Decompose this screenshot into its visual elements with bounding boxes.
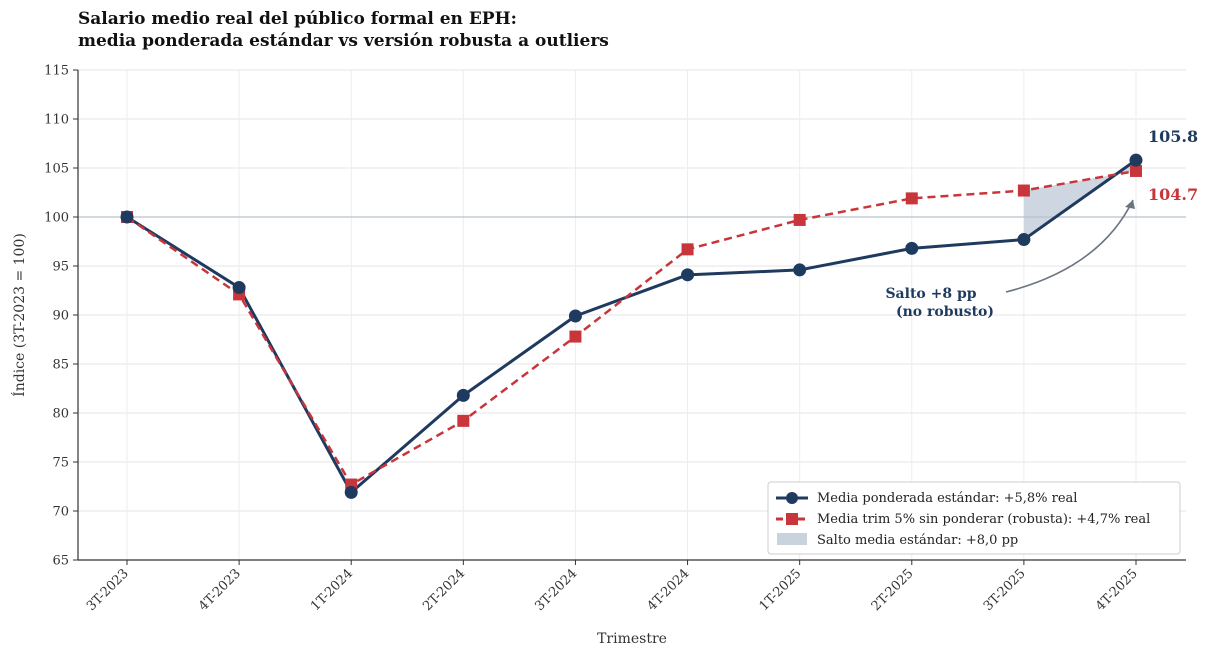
y-tick-label: 85 bbox=[52, 358, 69, 373]
legend: Media ponderada estándar: +5,8% real Med… bbox=[767, 481, 1181, 555]
y-tick-label: 115 bbox=[44, 64, 69, 79]
point-standard bbox=[568, 309, 582, 323]
x-tick-label: 4T-2024 bbox=[644, 566, 692, 614]
x-tick-label: 1T-2025 bbox=[757, 566, 805, 614]
legend-label-standard: Media ponderada estándar: +5,8% real bbox=[817, 491, 1077, 506]
annotation-arrowhead bbox=[1125, 200, 1135, 209]
x-ticks: 3T-2023 4T-2023 1T-2024 2T-2024 3T-2024 4T-20… bbox=[84, 560, 1141, 614]
x-axis-label: Trimestre bbox=[597, 631, 667, 647]
chart-title-line2: media ponderada estándar vs versión robu… bbox=[78, 31, 609, 51]
y-tick-label: 65 bbox=[52, 554, 69, 569]
x-tick-label: 3T-2024 bbox=[532, 566, 580, 614]
legend-patch-band bbox=[777, 533, 807, 545]
series-layer bbox=[120, 153, 1143, 499]
legend-box bbox=[767, 481, 1181, 555]
point-standard bbox=[905, 241, 919, 255]
end-label-standard: 105.8 bbox=[1148, 127, 1198, 146]
annotation-arrow bbox=[1005, 199, 1134, 293]
annotation-line1: Salto +8 pp bbox=[885, 286, 976, 302]
x-tick-label: 4T-2023 bbox=[196, 566, 244, 614]
y-ticks: 65 70 75 80 85 90 95 100 105 110 115 bbox=[44, 64, 78, 569]
y-tick-label: 70 bbox=[52, 505, 69, 520]
series-line-robust bbox=[126, 169, 1137, 486]
point-standard bbox=[120, 210, 134, 224]
legend-marker-robust bbox=[786, 513, 798, 525]
y-tick-label: 95 bbox=[52, 260, 69, 275]
point-standard bbox=[1017, 233, 1031, 247]
legend-label-band: Salto media estándar: +8,0 pp bbox=[817, 533, 1018, 548]
x-tick-label: 2T-2024 bbox=[420, 566, 468, 614]
point-robust bbox=[793, 213, 806, 226]
point-standard bbox=[681, 268, 695, 282]
point-robust bbox=[1130, 164, 1142, 177]
y-tick-label: 105 bbox=[44, 162, 69, 177]
series-line-standard bbox=[126, 158, 1137, 494]
point-standard bbox=[232, 281, 246, 295]
end-label-robust: 104.7 bbox=[1148, 185, 1198, 204]
point-standard bbox=[793, 263, 807, 277]
grid bbox=[78, 69, 1186, 561]
point-standard bbox=[456, 388, 470, 402]
chart-title-line1: Salario medio real del público formal en… bbox=[78, 9, 517, 29]
x-tick-label: 1T-2024 bbox=[308, 566, 356, 614]
point-standard bbox=[1129, 153, 1143, 167]
y-axis-label: Índice (3T-2023 = 100) bbox=[10, 233, 28, 397]
point-robust bbox=[1017, 184, 1030, 197]
y-tick-label: 75 bbox=[52, 456, 69, 471]
annotation: Salto +8 pp (no robusto) bbox=[885, 199, 1135, 320]
y-tick-label: 90 bbox=[52, 309, 69, 324]
x-tick-label: 4T-2025 bbox=[1093, 566, 1141, 614]
y-tick-label: 110 bbox=[44, 113, 69, 128]
x-tick-label: 2T-2025 bbox=[869, 566, 917, 614]
x-tick-label: 3T-2025 bbox=[981, 566, 1029, 614]
point-standard bbox=[344, 485, 358, 499]
y-tick-label: 80 bbox=[52, 407, 69, 422]
x-tick-label: 3T-2023 bbox=[84, 566, 132, 614]
y-tick-label: 100 bbox=[44, 211, 69, 226]
point-robust bbox=[457, 414, 470, 427]
legend-marker-standard bbox=[786, 492, 798, 504]
legend-label-robust: Media trim 5% sin ponderar (robusta): +4… bbox=[817, 512, 1150, 527]
point-robust bbox=[905, 192, 918, 205]
annotation-line2: (no robusto) bbox=[896, 304, 994, 320]
point-robust bbox=[681, 243, 694, 256]
point-robust bbox=[569, 330, 582, 343]
